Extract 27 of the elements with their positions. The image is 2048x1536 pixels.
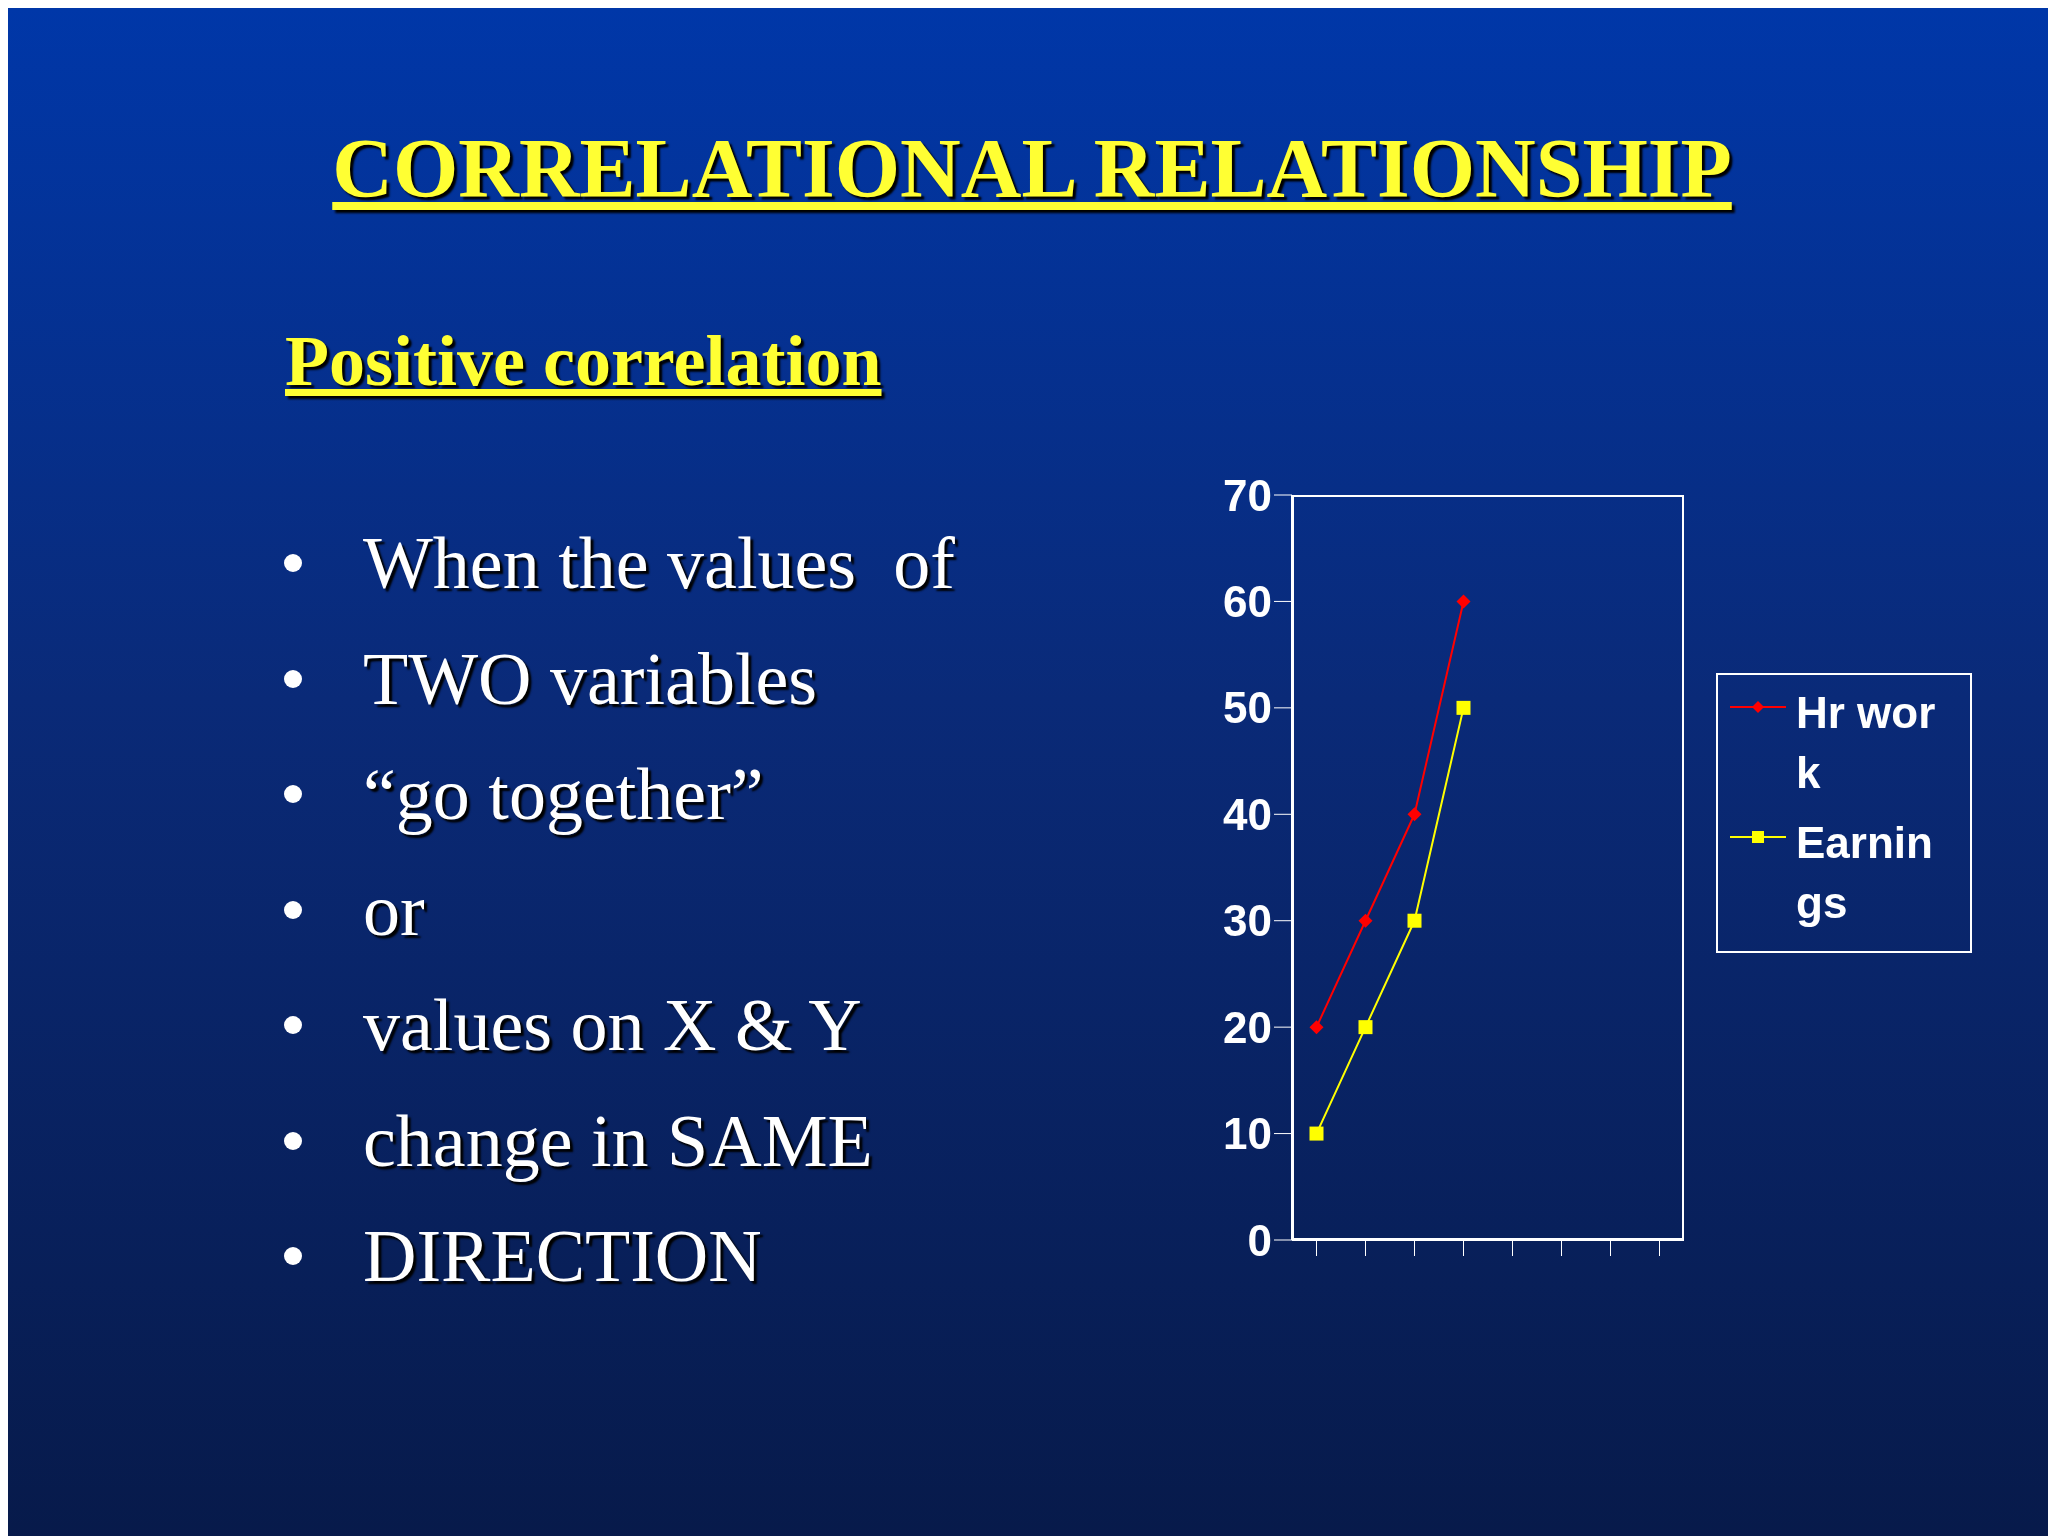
point: [1407, 913, 1422, 928]
y-tick-label: 10: [1223, 1109, 1272, 1159]
point: [1309, 1126, 1324, 1141]
legend-label: Hr work: [1796, 687, 1937, 799]
point: [1407, 807, 1422, 822]
y-tick-label: 30: [1223, 896, 1272, 946]
y-tick-label: 0: [1247, 1215, 1272, 1265]
text: Positive correlation: [285, 320, 882, 403]
y-tick-label: 20: [1223, 1002, 1272, 1052]
text: DIRECTION: [363, 1214, 762, 1299]
y-tick-label: 70: [1223, 470, 1272, 520]
y-tick-label: 40: [1223, 789, 1272, 839]
text: change in SAME: [363, 1098, 873, 1184]
y-tick-label: 50: [1223, 683, 1272, 733]
point: [1456, 700, 1471, 715]
text: TWO variables: [363, 636, 818, 722]
text: “go together”: [363, 752, 764, 837]
point: [1309, 1020, 1324, 1035]
text: When the values of: [363, 521, 955, 606]
text: or: [363, 867, 425, 953]
y-tick-label: 60: [1223, 577, 1272, 627]
text: values on X & Y: [363, 983, 862, 1068]
point: [1358, 913, 1373, 928]
point: [1358, 1020, 1373, 1035]
chart-title: CORRELATIONAL RELATIONSHIP: [331, 121, 1733, 217]
point: [1456, 594, 1471, 609]
legend-label: Earnings: [1796, 817, 1934, 929]
